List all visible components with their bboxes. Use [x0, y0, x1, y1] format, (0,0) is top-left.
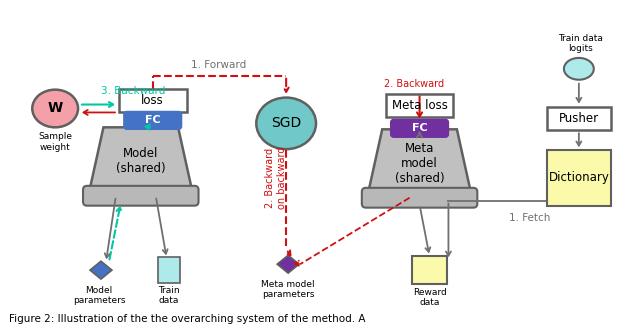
Text: Train
data: Train data — [158, 286, 179, 305]
Text: Sample
weight: Sample weight — [38, 132, 72, 152]
Text: Figure 2: Illustration of the the overarching system of the method. A: Figure 2: Illustration of the the overar… — [10, 314, 366, 324]
Text: Meta loss: Meta loss — [392, 99, 447, 112]
Bar — [386, 94, 453, 118]
Text: 2. Backward: 2. Backward — [384, 79, 444, 89]
Ellipse shape — [32, 90, 78, 127]
Polygon shape — [277, 255, 299, 273]
Text: Model
(shared): Model (shared) — [116, 147, 166, 175]
Bar — [547, 150, 611, 206]
Text: FC: FC — [412, 123, 428, 133]
FancyBboxPatch shape — [362, 188, 477, 208]
Ellipse shape — [564, 58, 594, 80]
Text: W: W — [47, 102, 63, 116]
Bar — [547, 107, 611, 130]
Text: Model
parameters: Model parameters — [73, 286, 125, 305]
Text: Meta
model
(shared): Meta model (shared) — [395, 142, 444, 184]
Ellipse shape — [256, 98, 316, 149]
Text: Meta model
parameters: Meta model parameters — [261, 280, 315, 299]
Text: Dictionary: Dictionary — [548, 171, 609, 184]
Text: Reward
data: Reward data — [413, 288, 446, 307]
Text: SGD: SGD — [271, 116, 301, 130]
Bar — [157, 257, 180, 283]
Bar — [119, 89, 187, 113]
Text: 1. Fetch: 1. Fetch — [509, 212, 550, 222]
Text: FC: FC — [145, 116, 161, 126]
Text: 1. Forward: 1. Forward — [191, 60, 246, 70]
Polygon shape — [90, 261, 112, 279]
Polygon shape — [88, 127, 193, 195]
FancyBboxPatch shape — [124, 112, 182, 129]
Text: loss: loss — [141, 94, 164, 107]
Text: 3. Backward: 3. Backward — [101, 86, 165, 96]
Polygon shape — [367, 129, 472, 197]
Text: Pusher: Pusher — [559, 112, 599, 125]
FancyBboxPatch shape — [390, 120, 449, 137]
Bar — [412, 256, 447, 284]
Text: 2. Backward
on backward: 2. Backward on backward — [266, 147, 287, 209]
Text: Train data
logits: Train data logits — [559, 34, 604, 53]
FancyBboxPatch shape — [83, 186, 198, 206]
